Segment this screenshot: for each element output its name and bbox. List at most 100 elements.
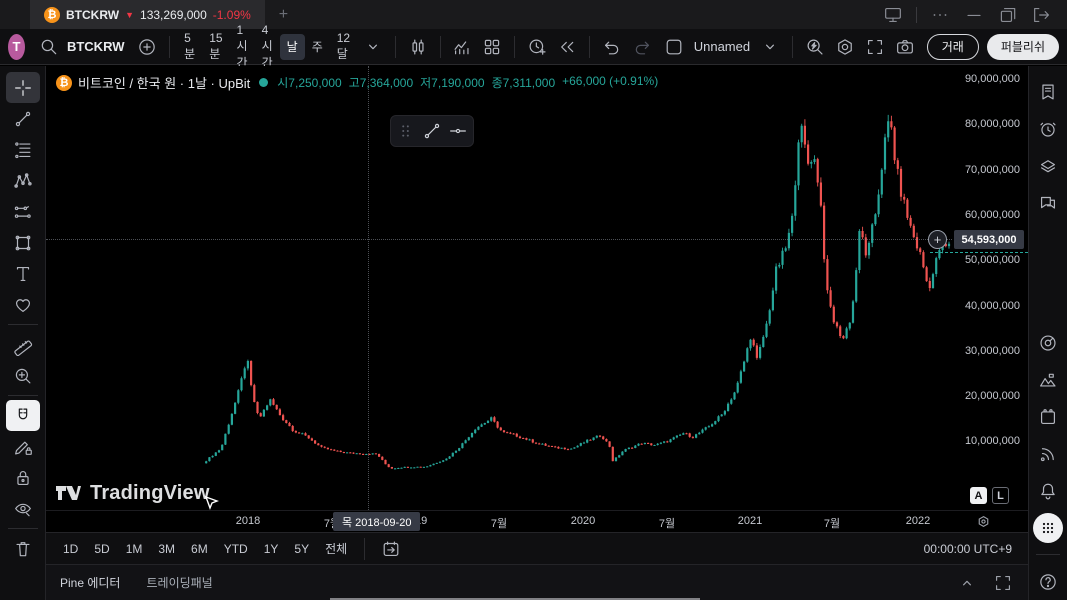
fib-retracement-tool[interactable] bbox=[6, 134, 40, 165]
exit-icon[interactable] bbox=[1027, 3, 1057, 27]
layout-chevron-icon[interactable] bbox=[756, 33, 784, 61]
range-1D[interactable]: 1D bbox=[63, 541, 79, 556]
layout-grid-icon[interactable] bbox=[478, 33, 506, 61]
trade-button[interactable]: 거래 bbox=[926, 33, 979, 60]
symbol-search-button[interactable]: BTCKRW bbox=[66, 39, 125, 54]
range-1M[interactable]: 1M bbox=[125, 541, 143, 556]
new-tab-button[interactable]: + bbox=[278, 5, 289, 23]
avatar[interactable]: T bbox=[8, 33, 25, 60]
price-tick: 90,000,000 bbox=[964, 73, 1020, 85]
chart-style-icon[interactable] bbox=[404, 33, 432, 61]
range-3M[interactable]: 3M bbox=[158, 541, 176, 556]
floating-drawing-toolbar[interactable] bbox=[390, 115, 474, 147]
object-tree-icon[interactable] bbox=[1032, 148, 1064, 185]
compare-add-icon[interactable] bbox=[133, 33, 161, 61]
range-bar: 1D 5D 1M 3M 6M YTD 1Y 5Y 전체 00:00:00 UTC+9 bbox=[46, 532, 1028, 564]
window-edge-highlight bbox=[330, 598, 700, 600]
log-scale-button[interactable]: L bbox=[992, 487, 1009, 504]
timeframe-5분[interactable]: 5분 bbox=[184, 31, 196, 61]
chart-pane[interactable]: ₿ 비트코인 / 한국 원 · 1날 · UpBit 시7,250,000 고7… bbox=[46, 66, 1028, 532]
timeframe-날[interactable]: 날 bbox=[279, 33, 305, 60]
chevron-down-icon[interactable] bbox=[359, 33, 387, 61]
watchlist-icon[interactable] bbox=[1032, 74, 1064, 111]
panel-maximize-icon[interactable] bbox=[992, 572, 1014, 594]
timeframe-주[interactable]: 주 bbox=[311, 40, 323, 54]
panel-collapse-chevron-icon[interactable] bbox=[956, 572, 978, 594]
auto-scale-button[interactable]: A bbox=[970, 487, 987, 504]
ideas-icon[interactable] bbox=[1032, 362, 1064, 399]
hide-drawings[interactable] bbox=[6, 493, 40, 524]
horizontal-line-icon[interactable] bbox=[447, 118, 469, 144]
time-axis[interactable]: 20187월20197월20207월20217월2022 목 2018-09-2… bbox=[46, 510, 1028, 532]
shapes-tool[interactable] bbox=[6, 227, 40, 258]
trend-line-tool[interactable] bbox=[6, 103, 40, 134]
streams-icon[interactable] bbox=[1032, 436, 1064, 473]
trading-panel-tab[interactable]: 트레이딩패널 bbox=[146, 576, 213, 590]
main-toolbar: T BTCKRW 5분 15분 1시간 4시간 날 주 12달 Unnamed 거래 퍼블리… bbox=[0, 22, 1067, 70]
search-icon[interactable] bbox=[35, 33, 63, 61]
alert-add-icon[interactable] bbox=[523, 33, 551, 61]
pine-editor-tab[interactable]: Pine 에디터 bbox=[60, 576, 121, 590]
last-price-line bbox=[930, 252, 1028, 253]
emoji-tool[interactable] bbox=[6, 289, 40, 320]
publish-button[interactable]: 퍼블리쉬 bbox=[986, 33, 1060, 60]
timeframe-4시간[interactable]: 4시간 bbox=[261, 22, 273, 70]
screen-share-icon[interactable] bbox=[878, 3, 908, 27]
chart-tab[interactable]: ₿ BTCKRW ▼ 133,269,000 -1.09% bbox=[30, 0, 265, 29]
settings-gear-icon[interactable] bbox=[831, 33, 859, 61]
snapshot-camera-icon[interactable] bbox=[891, 33, 919, 61]
scanner-icon[interactable] bbox=[1032, 325, 1064, 362]
remove-drawings[interactable] bbox=[6, 533, 40, 564]
indicators-icon[interactable] bbox=[448, 33, 476, 61]
undo-icon[interactable] bbox=[598, 33, 626, 61]
timeframe-1시간[interactable]: 1시간 bbox=[236, 22, 248, 70]
session-clock[interactable]: 00:00:00 UTC+9 bbox=[923, 541, 1012, 556]
chat-icon[interactable] bbox=[1032, 185, 1064, 222]
restore-icon[interactable] bbox=[993, 3, 1023, 27]
bar-replay-icon[interactable] bbox=[553, 33, 581, 61]
time-tick: 2018 bbox=[235, 515, 261, 527]
drawing-mode[interactable] bbox=[6, 431, 40, 462]
window-controls bbox=[878, 3, 1067, 27]
time-tick: 2021 bbox=[737, 515, 763, 527]
calendar-icon[interactable] bbox=[1032, 399, 1064, 436]
drag-handle-icon[interactable] bbox=[395, 120, 417, 142]
more-options-icon[interactable] bbox=[925, 3, 955, 27]
range-5D[interactable]: 5D bbox=[94, 541, 110, 556]
pattern-tool[interactable] bbox=[6, 165, 40, 196]
timeframe-12달[interactable]: 12달 bbox=[336, 31, 351, 61]
time-tick: 2022 bbox=[905, 515, 931, 527]
titlebar: ₿ BTCKRW ▼ 133,269,000 -1.09% + bbox=[0, 0, 1067, 29]
text-tool[interactable] bbox=[6, 258, 40, 289]
notifications-icon[interactable] bbox=[1032, 472, 1064, 509]
chart-legend[interactable]: ₿ 비트코인 / 한국 원 · 1날 · UpBit 시7,250,000 고7… bbox=[56, 73, 658, 92]
alerts-icon[interactable] bbox=[1032, 111, 1064, 148]
magnet-mode[interactable] bbox=[5, 400, 40, 431]
range-전체[interactable]: 전체 bbox=[325, 542, 348, 556]
minimize-icon[interactable] bbox=[959, 3, 989, 27]
help-icon[interactable] bbox=[1032, 563, 1064, 600]
range-5Y[interactable]: 5Y bbox=[294, 541, 310, 556]
layout-checkbox-icon[interactable] bbox=[660, 33, 688, 61]
right-sidebar bbox=[1028, 66, 1067, 600]
prediction-tool[interactable] bbox=[6, 196, 40, 227]
range-1Y[interactable]: 1Y bbox=[263, 541, 279, 556]
crosshair-vertical bbox=[368, 66, 369, 510]
range-YTD[interactable]: YTD bbox=[223, 541, 248, 556]
trend-line-icon[interactable] bbox=[421, 118, 443, 144]
axis-settings-gear-icon[interactable] bbox=[976, 514, 991, 529]
add-order-plus-icon[interactable]: + bbox=[928, 230, 947, 249]
crosshair-tool[interactable] bbox=[5, 72, 40, 103]
zoom-in-tool[interactable] bbox=[6, 360, 40, 391]
measure-tool[interactable] bbox=[6, 329, 40, 360]
redo-icon[interactable] bbox=[628, 33, 656, 61]
lock-drawings[interactable] bbox=[6, 462, 40, 493]
layout-name[interactable]: Unnamed bbox=[693, 39, 751, 54]
open-value: 시7,250,000 bbox=[277, 76, 342, 90]
timeframe-15분[interactable]: 15분 bbox=[209, 31, 223, 61]
range-6M[interactable]: 6M bbox=[191, 541, 208, 556]
quick-search-icon[interactable] bbox=[801, 33, 829, 61]
goto-date-icon[interactable] bbox=[375, 535, 407, 563]
fullscreen-icon[interactable] bbox=[861, 33, 889, 61]
apps-menu-icon[interactable] bbox=[1032, 509, 1064, 546]
